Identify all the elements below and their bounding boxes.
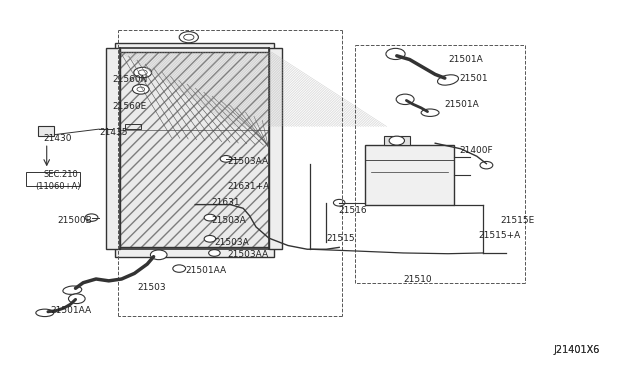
- Bar: [365, 145, 454, 205]
- Bar: [26, 172, 80, 186]
- Circle shape: [386, 48, 405, 60]
- Text: 21430: 21430: [44, 134, 72, 143]
- Text: 21501A: 21501A: [448, 55, 483, 64]
- Text: 21501AA: 21501AA: [186, 266, 227, 275]
- Text: 21560N: 21560N: [112, 76, 147, 84]
- Text: 21515: 21515: [326, 234, 355, 243]
- Circle shape: [137, 87, 145, 92]
- Text: J21401X6: J21401X6: [554, 346, 600, 355]
- Ellipse shape: [36, 309, 54, 317]
- Circle shape: [220, 155, 232, 162]
- Text: 21631: 21631: [211, 198, 240, 207]
- Polygon shape: [120, 48, 269, 130]
- Circle shape: [179, 32, 198, 43]
- Ellipse shape: [63, 286, 82, 294]
- Text: 21515E: 21515E: [500, 216, 535, 225]
- Circle shape: [209, 250, 220, 256]
- Bar: [106, 48, 120, 249]
- Bar: [38, 126, 54, 136]
- Bar: [125, 124, 141, 129]
- Circle shape: [150, 250, 167, 260]
- Text: 21503AA: 21503AA: [227, 157, 268, 166]
- Bar: [115, 247, 274, 257]
- Text: 21515+A: 21515+A: [479, 231, 521, 240]
- Text: 21631+A: 21631+A: [227, 182, 269, 190]
- Circle shape: [134, 67, 152, 78]
- Polygon shape: [120, 130, 269, 249]
- Circle shape: [184, 34, 194, 40]
- Text: 21516: 21516: [338, 206, 367, 215]
- Circle shape: [85, 214, 98, 221]
- Text: (11060+A): (11060+A): [35, 182, 81, 190]
- Text: 21503: 21503: [138, 283, 166, 292]
- Circle shape: [333, 199, 345, 206]
- Ellipse shape: [421, 109, 439, 116]
- Bar: [115, 43, 274, 52]
- Text: J21401X6: J21401X6: [554, 346, 600, 355]
- Ellipse shape: [438, 75, 458, 85]
- Circle shape: [68, 294, 85, 304]
- Bar: [384, 136, 410, 145]
- Circle shape: [389, 136, 404, 145]
- Text: 21501A: 21501A: [444, 100, 479, 109]
- Text: 21435: 21435: [99, 128, 128, 137]
- Circle shape: [204, 214, 216, 221]
- Circle shape: [132, 84, 149, 94]
- Text: 21503AA: 21503AA: [227, 250, 268, 259]
- Circle shape: [173, 265, 186, 272]
- Text: 21510: 21510: [403, 275, 432, 284]
- Circle shape: [396, 94, 414, 105]
- Text: 21500B: 21500B: [58, 216, 92, 225]
- Circle shape: [204, 235, 216, 242]
- Text: 21501: 21501: [460, 74, 488, 83]
- Text: SEC.210: SEC.210: [44, 170, 78, 179]
- Text: 21503A: 21503A: [214, 238, 249, 247]
- Text: 21400F: 21400F: [460, 146, 493, 155]
- Text: 21501AA: 21501AA: [50, 306, 91, 315]
- Circle shape: [480, 161, 493, 169]
- Text: 21503A: 21503A: [211, 216, 246, 225]
- Bar: [269, 48, 282, 249]
- Text: 21560E: 21560E: [112, 102, 147, 110]
- Circle shape: [138, 70, 147, 75]
